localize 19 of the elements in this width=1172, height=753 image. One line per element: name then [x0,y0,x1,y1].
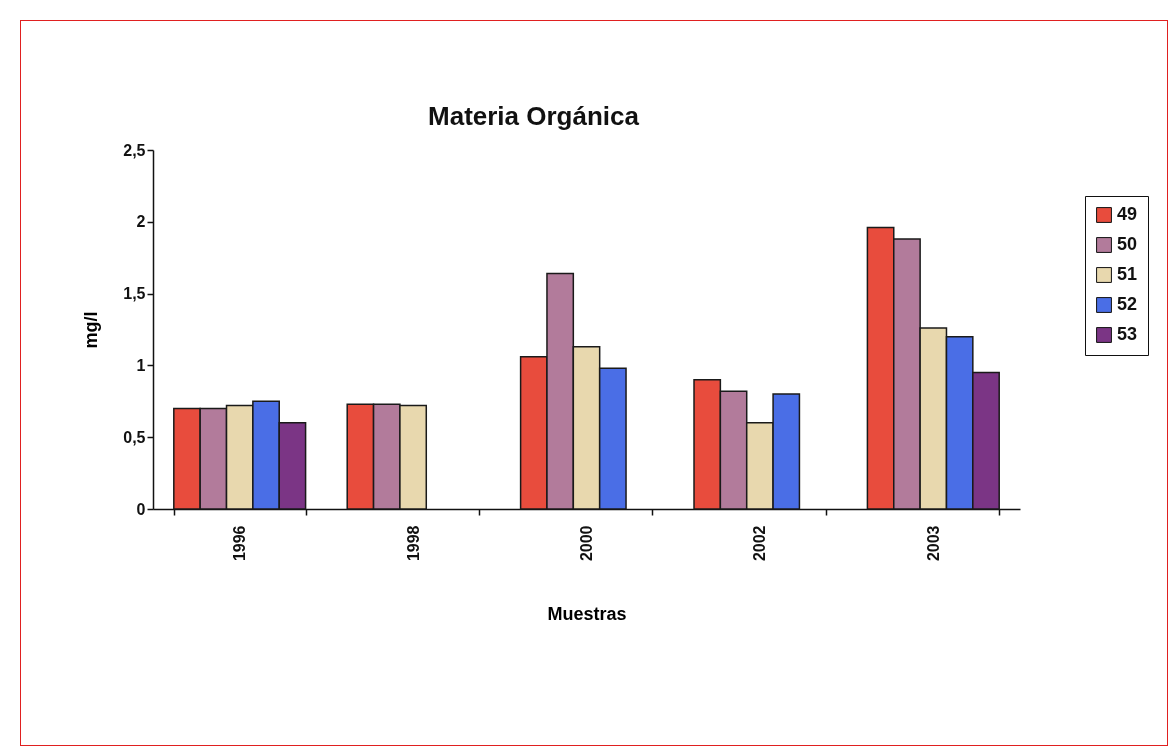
y-tick-label: 2 [136,213,146,231]
x-tick-label: 2003 [924,525,942,562]
y-tick-label: 2,5 [123,141,146,159]
legend-label: 49 [1117,204,1138,224]
y-axis-title: mg/l [81,311,102,349]
y-tick-label: 1,5 [123,285,146,303]
y-tick-label: 0 [136,500,146,518]
x-axis-title: Muestras [547,604,627,625]
x-tick-label: 1996 [231,525,249,562]
y-tick-label: 0,5 [123,428,146,446]
x-tick-label: 2002 [751,525,769,562]
legend-label: 51 [1117,264,1138,284]
legend-label: 50 [1117,234,1138,254]
x-tick-label: 1998 [404,525,422,562]
legend-label: 52 [1117,294,1138,314]
x-tick-label: 2000 [578,525,595,562]
y-tick-label: 1 [136,356,146,374]
chart-title: Materia Orgánica [428,101,640,131]
legend-label: 53 [1117,324,1138,344]
